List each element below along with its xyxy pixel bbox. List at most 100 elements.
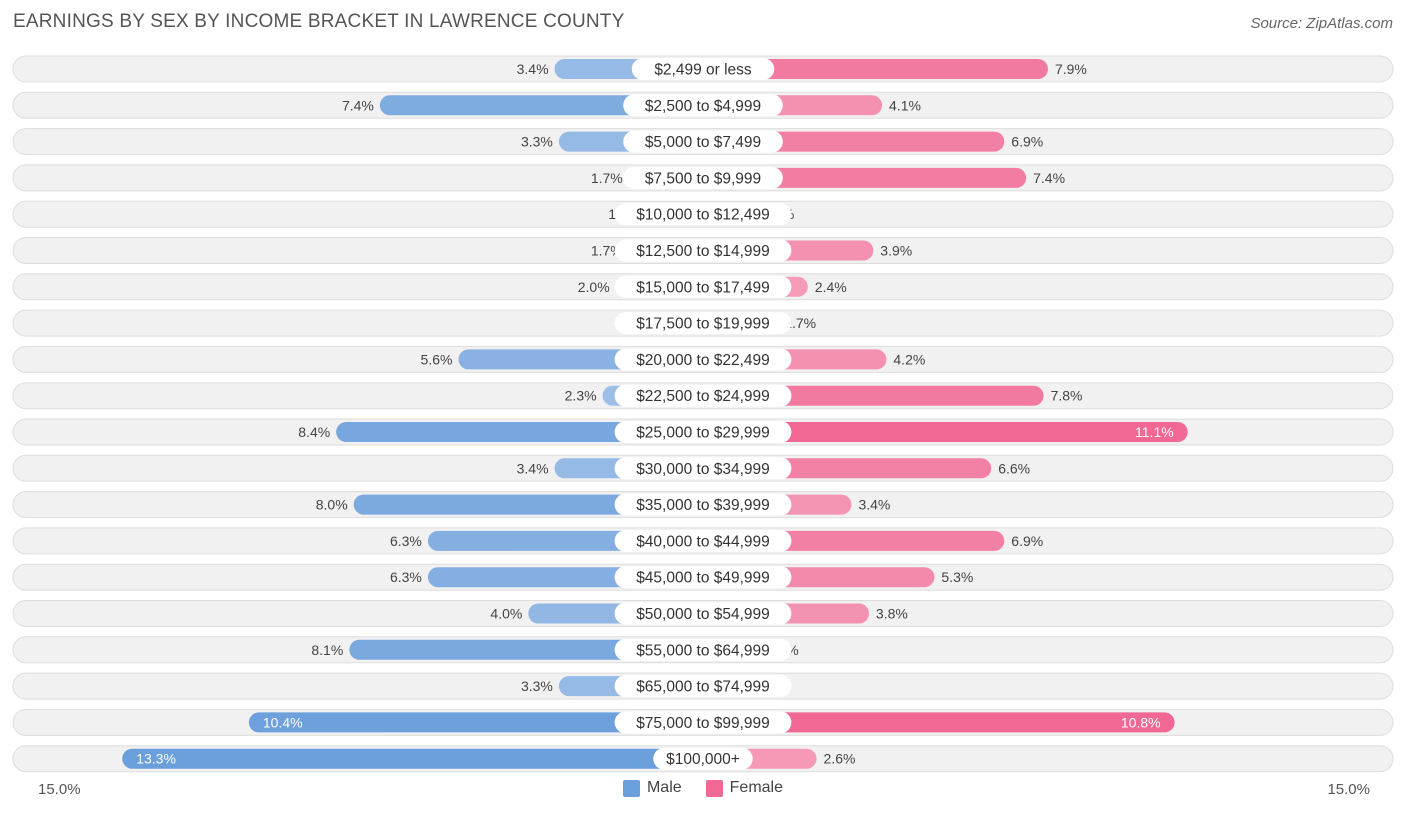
male-value-label: 2.3% [565, 388, 597, 404]
chart-row: 3.3%0.81%$65,000 to $74,999 [12, 672, 1394, 700]
axis-max-label: 15.0% [1327, 781, 1370, 798]
female-value-label: 4.1% [889, 97, 921, 113]
legend-item-female[interactable]: Female [705, 779, 784, 797]
category-label: $25,000 to $29,999 [636, 425, 770, 442]
male-bar [122, 748, 703, 769]
category-label: $65,000 to $74,999 [636, 679, 770, 696]
male-value-label: 3.3% [521, 134, 553, 150]
category-label: $10,000 to $12,499 [636, 207, 770, 224]
category-label: $2,499 or less [654, 62, 752, 79]
male-bar [349, 639, 703, 660]
category-pill [614, 348, 792, 371]
category-pill [614, 239, 792, 262]
category-label: $17,500 to $19,999 [636, 316, 770, 333]
category-pill [614, 203, 792, 226]
chart-row: 8.0% 3.4% $35,000 to $39,999 [12, 491, 1394, 519]
category-pill [614, 312, 792, 335]
female-value-label: 7.9% [1055, 61, 1087, 77]
category-pill [614, 493, 792, 516]
category-pill [614, 566, 792, 589]
female-value-label: 7.4% [1033, 170, 1065, 186]
female-value-label: 10.8% [1121, 714, 1161, 730]
bar-chart: 3.4% 7.9% $2,499 or less 7.4% 4.1% $2,500 to … [12, 55, 1394, 773]
category-pill [614, 638, 792, 661]
chart-row: 0.22%1.7%$17,500 to $19,999 [12, 309, 1394, 337]
category-pill [614, 384, 792, 407]
chart-title: EARNINGS BY SEX BY INCOME BRACKET IN LAW… [13, 11, 625, 32]
female-value-label: 2.4% [815, 279, 847, 295]
male-value-label: 13.3% [136, 751, 176, 767]
category-label: $22,500 to $24,999 [636, 388, 770, 405]
female-bar [703, 167, 1027, 188]
male-value-label: 4.0% [490, 606, 522, 622]
chart-row: 4.0% 3.8% $50,000 to $54,999 [12, 600, 1394, 627]
category-pill [614, 275, 792, 298]
female-value-label: 3.4% [858, 497, 890, 513]
chart-row: 6.3% 5.3% $45,000 to $49,999 [12, 563, 1394, 591]
category-label: $5,000 to $7,499 [645, 134, 761, 151]
category-pill [623, 130, 783, 153]
female-value-label: 7.8% [1051, 388, 1083, 404]
category-label: $15,000 to $17,499 [636, 279, 770, 296]
male-value-label: 6.3% [390, 533, 422, 549]
female-value-label: 1.7% [784, 315, 816, 331]
category-label: $100,000+ [666, 751, 740, 768]
male-bar [248, 712, 703, 733]
male-value-label: 1.7% [591, 243, 623, 259]
chart-row: 3.3% 6.9% $5,000 to $7,499 [12, 128, 1394, 156]
category-label: $35,000 to $39,999 [636, 497, 770, 514]
male-bar [353, 494, 703, 515]
chart-row: 8.1%1.3%$55,000 to $64,999 [12, 636, 1394, 664]
category-pill [631, 58, 775, 80]
chart-row: 1.3%1.2%$10,000 to $12,499 [12, 200, 1394, 228]
chart-row: 10.4% 10.8% $75,000 to $99,999 [12, 708, 1394, 736]
chart-row: 3.4% 7.9% $2,499 or less [12, 55, 1394, 83]
male-value-label: 10.4% [263, 714, 303, 730]
female-bar [703, 422, 1188, 442]
legend-label-female: Female [729, 779, 784, 796]
category-label: $7,500 to $9,999 [645, 170, 761, 187]
category-label: $45,000 to $49,999 [636, 570, 770, 587]
male-value-label: 8.4% [298, 424, 330, 440]
legend-label-male: Male [646, 779, 682, 796]
male-bar [336, 422, 703, 442]
male-value-label: 3.4% [517, 460, 549, 476]
category-pill [614, 529, 792, 552]
category-label: $40,000 to $44,999 [636, 533, 770, 550]
chart-row: 2.3% 7.8% $22,500 to $24,999 [12, 382, 1394, 410]
chart-row: 8.4% 11.1% $25,000 to $29,999 [12, 418, 1394, 446]
male-value-label: 5.6% [421, 351, 453, 367]
chart-row: 5.6% 4.2% $20,000 to $22,499 [12, 345, 1394, 373]
category-label: $75,000 to $99,999 [636, 715, 770, 732]
female-value-label: 3.9% [880, 243, 912, 259]
female-value-label: 6.6% [998, 460, 1030, 476]
female-value-label: 11.1% [1135, 424, 1174, 440]
source-attribution: Source: ZipAtlas.com [1250, 15, 1393, 32]
female-bar [703, 712, 1175, 733]
chart-row: 3.4% 6.6% $30,000 to $34,999 [12, 454, 1394, 482]
male-value-label: 8.0% [316, 497, 348, 513]
male-value-label: 1.7% [591, 170, 623, 186]
chart-row: 7.4% 4.1% $2,500 to $4,999 [12, 91, 1394, 119]
chart-row: 2.0% 2.4% $15,000 to $17,499 [12, 273, 1394, 301]
female-bar [703, 59, 1048, 79]
male-value-label: 8.1% [311, 642, 343, 658]
chart-row: 1.7% 7.4% $7,500 to $9,999 [12, 164, 1394, 192]
female-value-label: 2.6% [824, 751, 856, 767]
male-bar [379, 95, 703, 116]
male-value-label: 2.0% [578, 279, 610, 295]
category-pill [614, 457, 792, 480]
legend: Male Female [0, 779, 1406, 797]
category-label: $12,500 to $14,999 [636, 243, 770, 260]
female-value-label: 3.8% [876, 606, 908, 622]
category-pill [614, 421, 792, 443]
legend-item-male[interactable]: Male [622, 779, 682, 797]
category-label: $55,000 to $64,999 [636, 642, 770, 659]
male-value-label: 3.4% [517, 61, 549, 77]
legend-swatch-male [622, 779, 640, 797]
category-pill [614, 602, 792, 625]
category-pill [614, 675, 792, 698]
legend-swatch-female [705, 779, 723, 797]
category-pill [653, 747, 753, 770]
male-value-label: 3.3% [521, 678, 553, 694]
